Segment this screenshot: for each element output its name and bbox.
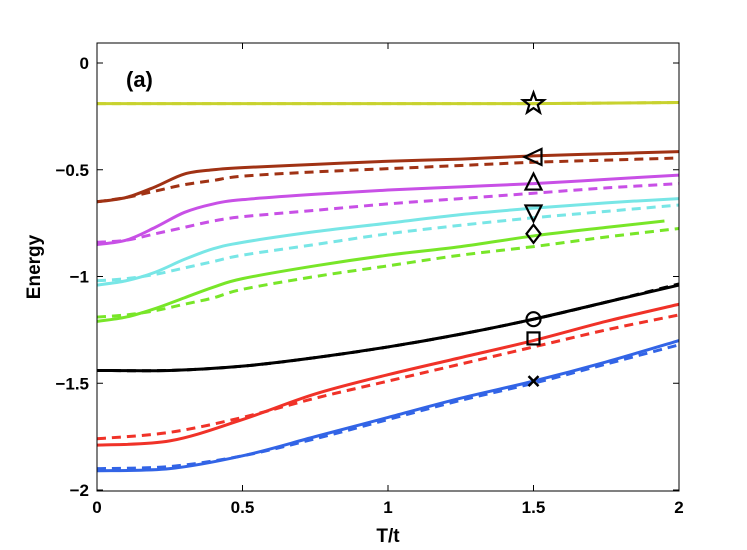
series-line-3 — [96, 156, 680, 204]
marker-x-stroke — [527, 375, 540, 387]
y-tick-label: −2 — [70, 481, 89, 500]
series-line-14 — [96, 339, 680, 473]
series-line-2 — [96, 150, 680, 204]
x-tick-label: 2 — [674, 498, 683, 517]
y-tick-label: −1.5 — [55, 374, 89, 393]
y-tick-label: −1 — [70, 268, 89, 287]
series-layer — [96, 100, 680, 473]
series-line-12 — [96, 302, 680, 447]
series-line-9 — [96, 226, 680, 319]
x-axis-label: T/t — [376, 526, 400, 547]
y-tick-label: −0.5 — [55, 161, 89, 180]
panel-label: (a) — [126, 67, 153, 92]
x-tick-label: 0.5 — [231, 498, 255, 517]
series-line-15 — [96, 343, 680, 471]
y-tick-label: 0 — [80, 54, 89, 73]
x-tick-label: 1 — [383, 498, 392, 517]
series-line-5 — [96, 182, 680, 244]
y-axis-label: Energy — [24, 234, 45, 299]
marker-triangle-up — [523, 171, 544, 191]
marker-circle — [525, 311, 542, 328]
plot-area — [97, 43, 679, 491]
series-line-11 — [96, 282, 680, 373]
x-tick-label: 0 — [92, 498, 101, 517]
series-line-13 — [96, 313, 680, 441]
series-line-1 — [97, 100, 680, 106]
marker-diamond — [525, 223, 542, 245]
series-line-7 — [96, 203, 680, 283]
marker-layer — [519, 89, 548, 387]
marker-triangle-down — [523, 204, 544, 224]
marker-x — [527, 375, 540, 387]
series-line-4 — [96, 173, 680, 246]
marker-star — [519, 89, 548, 116]
x-tick-label: 1.5 — [522, 498, 546, 517]
tick-layer: 0 0.5 1 1.5 2 0 −0.5 −1 −1.5 −2 — [55, 43, 684, 517]
marker-square — [526, 331, 541, 346]
series-line-6 — [96, 197, 680, 287]
marker-triangle-left — [521, 147, 543, 167]
